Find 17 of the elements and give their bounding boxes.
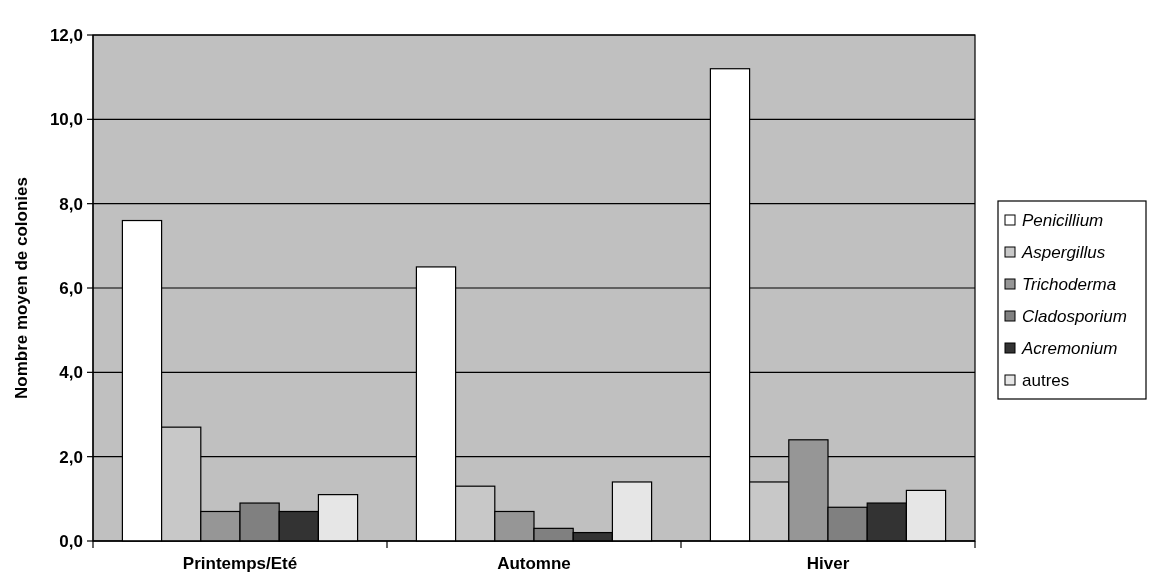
y-tick-label: 8,0 [59,194,83,214]
y-tick-label: 2,0 [59,447,83,467]
x-tick-label: Printemps/Eté [182,554,298,573]
legend-label: Trichoderma [1022,275,1117,294]
y-tick-label: 6,0 [59,278,83,298]
x-tick-label: Automne [497,554,571,573]
y-tick-label: 0,0 [59,531,83,551]
x-tick-label: Hiver [806,554,850,573]
legend-label: Penicillium [1022,211,1104,230]
y-tick-label: 12,0 [49,25,83,45]
legend-label: Cladosporium [1022,307,1127,326]
y-axis-title: Nombre moyen de colonies [12,177,31,399]
y-tick-label: 4,0 [59,363,83,383]
legend-label: autres [1022,371,1070,390]
legend-label: Aspergillus [1021,243,1106,262]
legend-label: Acremonium [1021,339,1118,358]
y-tick-label: 10,0 [49,110,83,130]
